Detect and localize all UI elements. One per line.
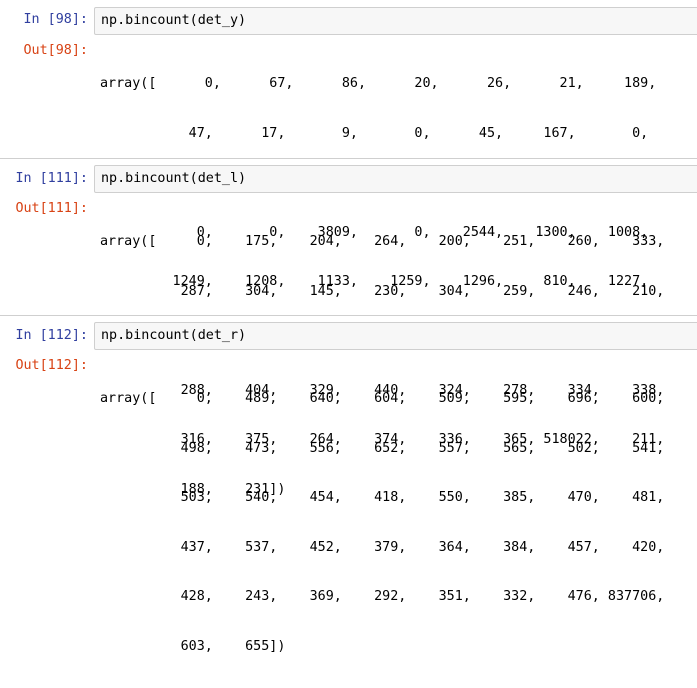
output-line: 1249, 1208, 1133, 1259, 1296, 810, 1227, bbox=[100, 274, 649, 289]
output-line: array([ 0, 175, 204, 264, 200, 251, 260,… bbox=[100, 234, 665, 249]
code-line: np.bincount(det_l) bbox=[101, 171, 247, 186]
output-line: 316, 375, 264, 374, 336, 365, 518022, 21… bbox=[100, 432, 665, 447]
output-line: 437, 537, 452, 379, 364, 384, 457, 420, bbox=[100, 539, 665, 555]
cell-separator bbox=[0, 158, 697, 159]
input-prompt: In [111]: bbox=[15, 171, 88, 186]
output-line: 287, 304, 145, 230, 304, 259, 246, 210, bbox=[100, 283, 665, 299]
notebook-cell-112[interactable]: In [112]: np.bincount(det_r) Out[112]: a… bbox=[0, 316, 697, 654]
notebook-cell-111[interactable]: In [111]: np.bincount(det_l) Out[111]: a… bbox=[0, 159, 697, 497]
output-line: 47, 17, 9, 0, 45, 167, 0, bbox=[100, 125, 649, 141]
output-prompt: Out[112]: bbox=[15, 358, 88, 373]
input-prompt: In [112]: bbox=[15, 328, 88, 343]
output-line: array([ 0, 67, 86, 20, 26, 21, 189, bbox=[100, 76, 657, 91]
code-line: np.bincount(det_r) bbox=[101, 328, 247, 343]
output-line: 498, 473, 556, 652, 557, 565, 502, 541, bbox=[100, 440, 665, 456]
code-input-area[interactable]: np.bincount(det_r) bbox=[94, 322, 697, 350]
output-line: 428, 243, 369, 292, 351, 332, 476, 83770… bbox=[100, 589, 665, 604]
output-prompt: Out[111]: bbox=[15, 201, 88, 216]
code-line: np.bincount(det_y) bbox=[101, 13, 247, 28]
output-line: 603, 655]) bbox=[100, 638, 286, 654]
output-prompt: Out[98]: bbox=[23, 43, 89, 58]
input-prompt: In [98]: bbox=[23, 12, 89, 27]
output-line: array([ 0, 489, 640, 604, 509, 595, 696,… bbox=[100, 391, 665, 406]
cell-separator bbox=[0, 315, 697, 316]
code-input-area[interactable]: np.bincount(det_l) bbox=[94, 165, 697, 193]
output-line: 288, 404, 329, 440, 324, 278, 334, 338, bbox=[100, 382, 665, 398]
notebook-cell-98[interactable]: In [98]: np.bincount(det_y) Out[98]: arr… bbox=[0, 0, 697, 339]
output-line: 503, 540, 454, 418, 550, 385, 470, 481, bbox=[100, 490, 665, 505]
code-input-area[interactable]: np.bincount(det_y) bbox=[94, 7, 697, 35]
output-area: array([ 0, 489, 640, 604, 509, 595, 696,… bbox=[100, 358, 664, 688]
output-line: 0, 0, 3809, 0, 2544, 1300, 1008, bbox=[100, 224, 649, 240]
